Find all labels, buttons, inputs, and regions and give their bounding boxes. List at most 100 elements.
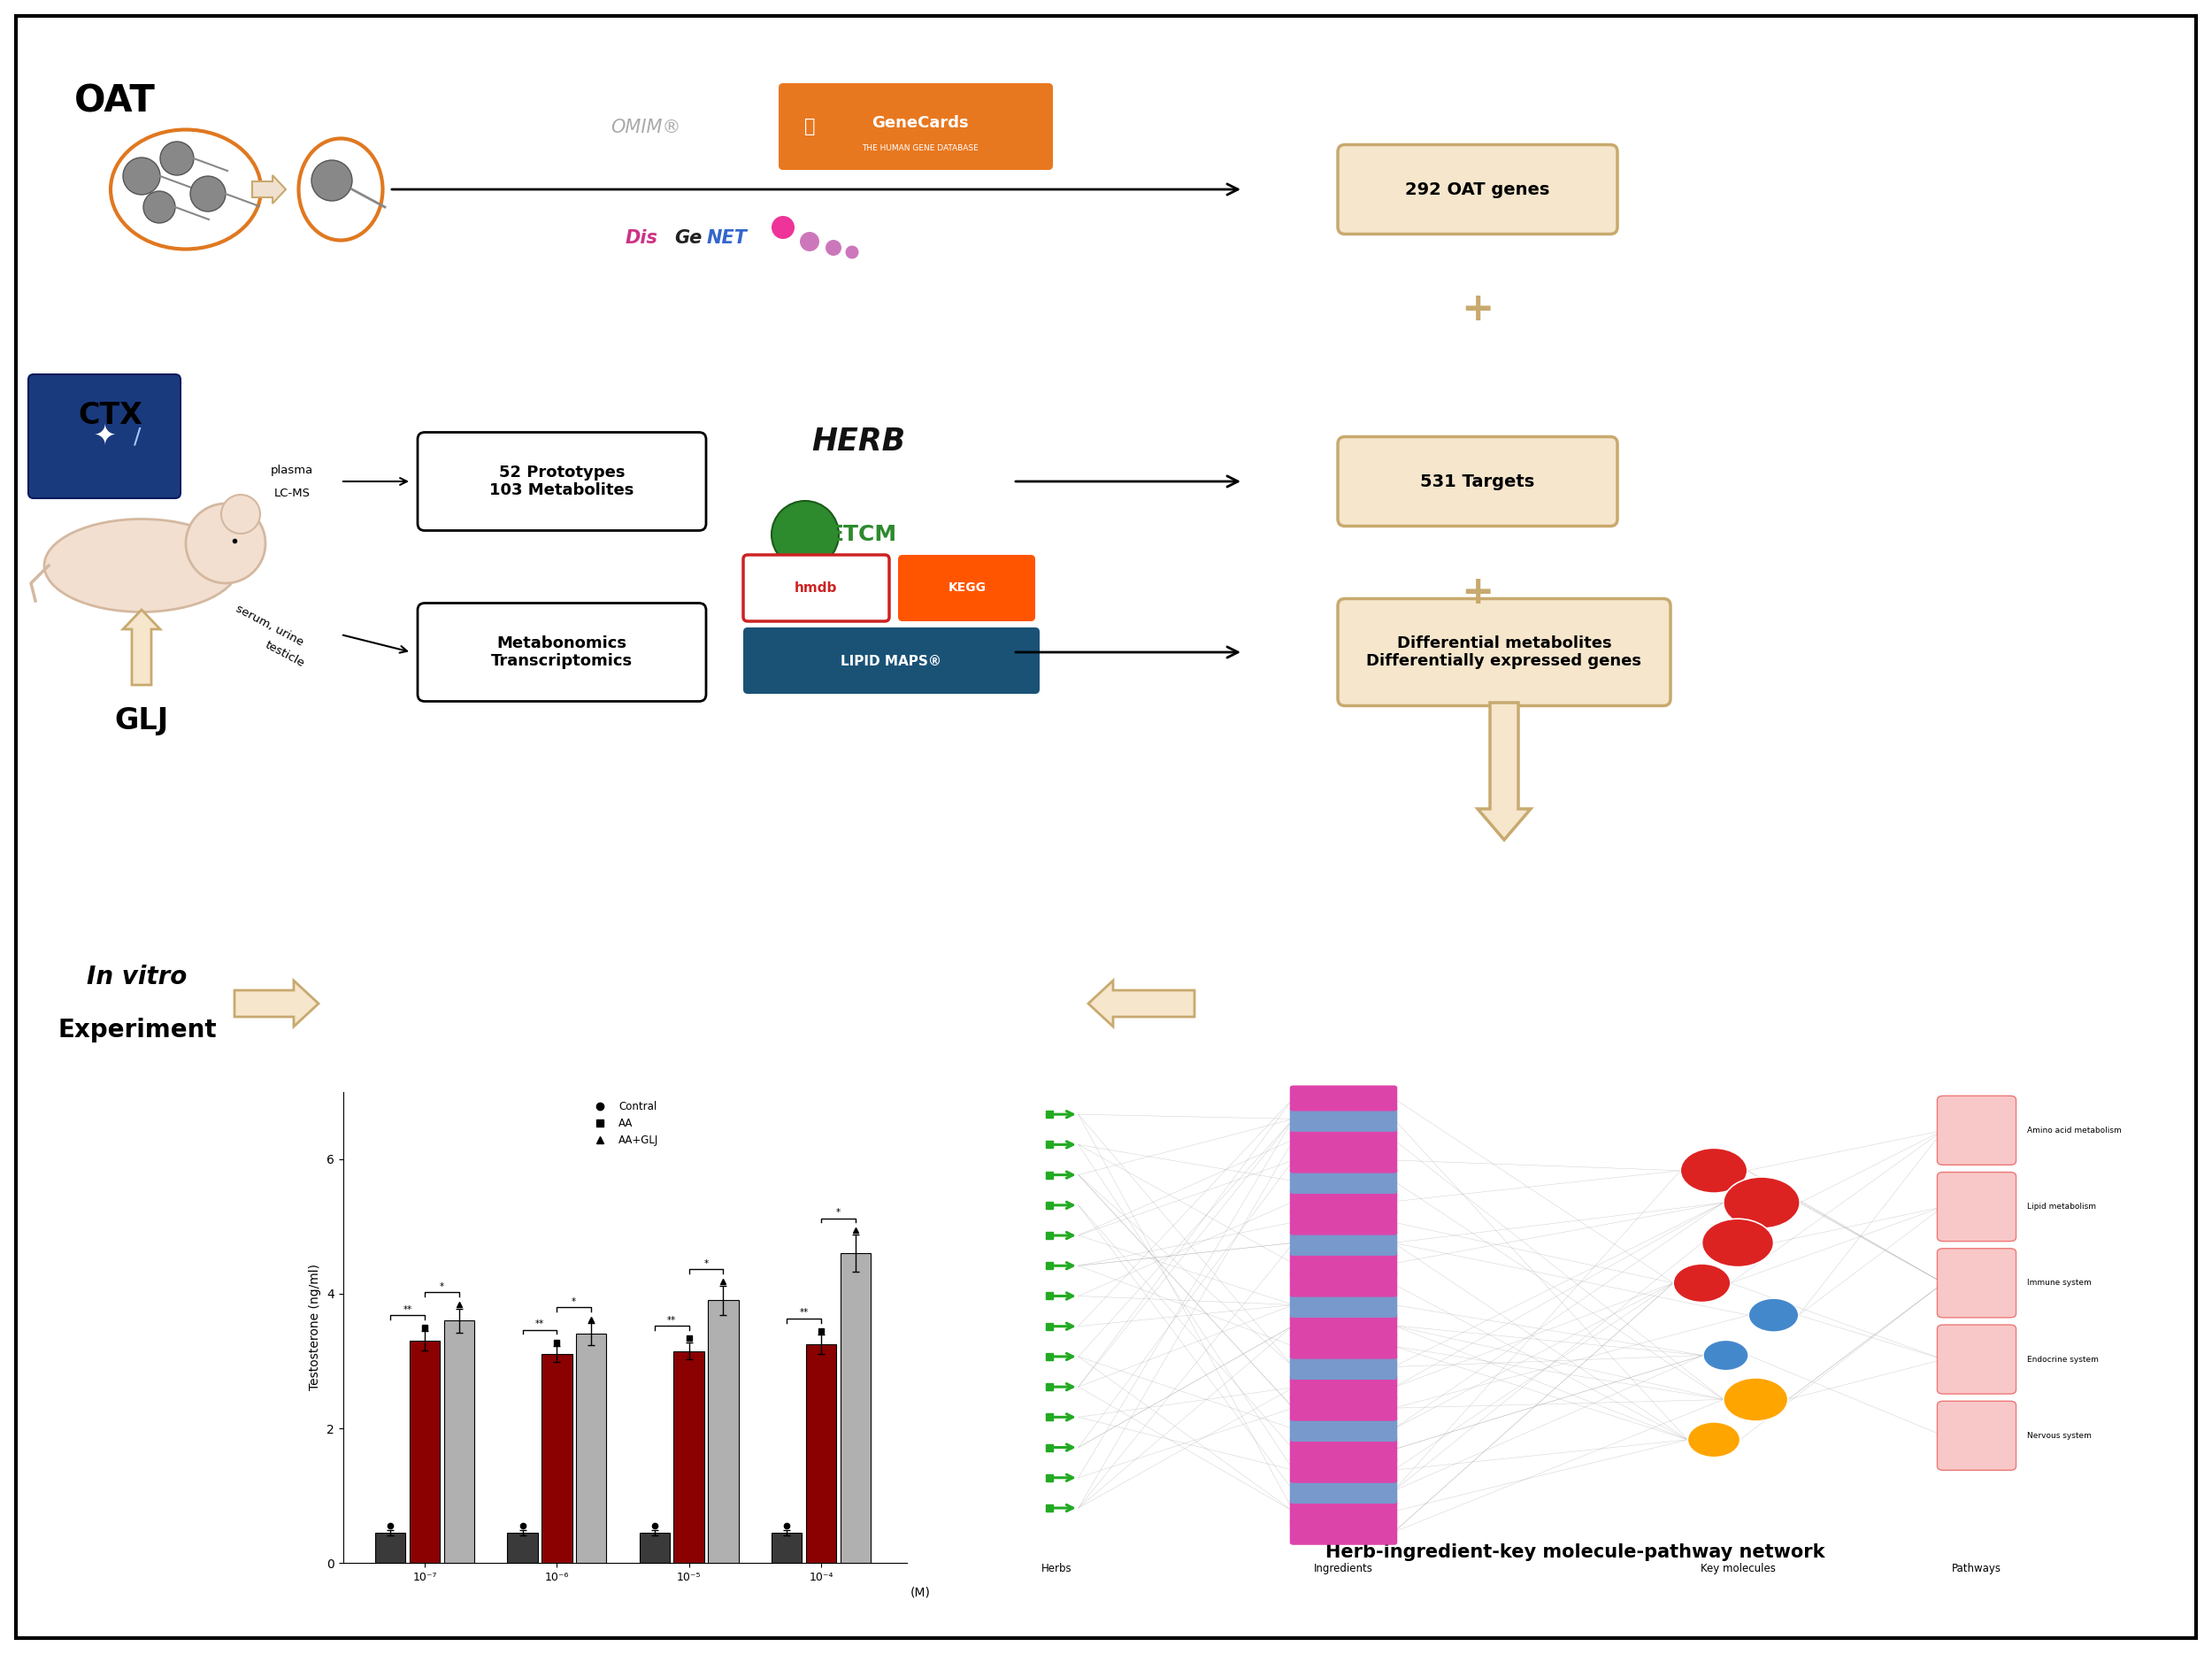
- Circle shape: [1723, 1178, 1801, 1229]
- Circle shape: [801, 232, 818, 251]
- Bar: [708, 1300, 739, 1563]
- FancyBboxPatch shape: [1290, 1272, 1398, 1297]
- Text: *: *: [836, 1207, 841, 1217]
- FancyBboxPatch shape: [1290, 1520, 1398, 1545]
- Text: LC-MS: LC-MS: [274, 488, 310, 498]
- FancyArrow shape: [1088, 981, 1194, 1027]
- Circle shape: [1681, 1148, 1747, 1193]
- FancyBboxPatch shape: [1338, 144, 1617, 235]
- FancyBboxPatch shape: [1290, 1355, 1398, 1379]
- FancyBboxPatch shape: [1290, 1148, 1398, 1173]
- FancyBboxPatch shape: [1338, 437, 1617, 526]
- Text: Lipid metabolism: Lipid metabolism: [2026, 1202, 2095, 1211]
- Circle shape: [1723, 1378, 1787, 1421]
- Text: (M): (M): [909, 1586, 931, 1599]
- Circle shape: [1747, 1298, 1798, 1331]
- Text: Dis: Dis: [626, 230, 657, 246]
- Text: **: **: [535, 1320, 544, 1328]
- FancyBboxPatch shape: [1290, 1396, 1398, 1421]
- Circle shape: [221, 495, 261, 534]
- Circle shape: [190, 175, 226, 212]
- FancyBboxPatch shape: [898, 554, 1035, 622]
- Circle shape: [1701, 1219, 1774, 1267]
- FancyBboxPatch shape: [1290, 1168, 1398, 1194]
- Circle shape: [1703, 1340, 1747, 1371]
- FancyBboxPatch shape: [1290, 1416, 1398, 1442]
- FancyBboxPatch shape: [1290, 1313, 1398, 1338]
- FancyArrow shape: [234, 981, 319, 1027]
- FancyBboxPatch shape: [1938, 1401, 2015, 1470]
- Text: **: **: [668, 1317, 677, 1325]
- FancyBboxPatch shape: [743, 627, 1040, 693]
- Text: OMIM®: OMIM®: [611, 119, 681, 136]
- FancyBboxPatch shape: [1290, 1189, 1398, 1214]
- Text: Herb-ingredient-key molecule-pathway network: Herb-ingredient-key molecule-pathway net…: [1325, 1543, 1825, 1561]
- Text: +: +: [1462, 289, 1493, 327]
- FancyBboxPatch shape: [1290, 1250, 1398, 1277]
- FancyBboxPatch shape: [1290, 1085, 1398, 1111]
- Text: serum, urine: serum, urine: [234, 604, 305, 648]
- Text: /: /: [133, 425, 142, 447]
- Text: 531 Targets: 531 Targets: [1420, 473, 1535, 490]
- Text: Amino acid metabolism: Amino acid metabolism: [2026, 1126, 2121, 1135]
- Bar: [805, 1345, 836, 1563]
- Text: **: **: [799, 1308, 807, 1317]
- Text: In vitro: In vitro: [86, 964, 188, 989]
- Text: plasma: plasma: [270, 465, 314, 476]
- Text: THE HUMAN GENE DATABASE: THE HUMAN GENE DATABASE: [863, 144, 978, 152]
- Ellipse shape: [44, 519, 239, 612]
- Bar: [376, 1533, 405, 1563]
- Text: Pathways: Pathways: [1951, 1563, 2002, 1575]
- Text: Differential metabolites
Differentially expressed genes: Differential metabolites Differentially …: [1367, 635, 1641, 670]
- Text: +: +: [1462, 572, 1493, 610]
- FancyBboxPatch shape: [1938, 1325, 2015, 1394]
- FancyBboxPatch shape: [1938, 1173, 2015, 1240]
- Circle shape: [124, 157, 159, 195]
- Bar: [841, 1254, 872, 1563]
- FancyBboxPatch shape: [1290, 1107, 1398, 1131]
- FancyBboxPatch shape: [29, 374, 181, 498]
- Text: Metabonomics
Transcriptomics: Metabonomics Transcriptomics: [491, 635, 633, 670]
- FancyBboxPatch shape: [1290, 1457, 1398, 1484]
- Text: CTX: CTX: [77, 400, 144, 430]
- Bar: [409, 1341, 440, 1563]
- Text: Endocrine system: Endocrine system: [2026, 1355, 2099, 1363]
- FancyBboxPatch shape: [1290, 1437, 1398, 1462]
- FancyBboxPatch shape: [1290, 1479, 1398, 1503]
- Text: Key molecules: Key molecules: [1701, 1563, 1776, 1575]
- FancyBboxPatch shape: [1938, 1249, 2015, 1318]
- Circle shape: [186, 503, 265, 584]
- FancyBboxPatch shape: [1290, 1499, 1398, 1525]
- FancyBboxPatch shape: [1290, 1333, 1398, 1360]
- Text: KEGG: KEGG: [949, 582, 987, 594]
- Bar: [675, 1351, 703, 1563]
- Text: *: *: [440, 1282, 445, 1292]
- Text: 52 Prototypes
103 Metabolites: 52 Prototypes 103 Metabolites: [489, 465, 635, 498]
- Circle shape: [845, 245, 858, 260]
- Text: OAT: OAT: [75, 83, 155, 119]
- Bar: [575, 1335, 606, 1563]
- Text: NET: NET: [708, 230, 748, 246]
- Circle shape: [825, 240, 841, 256]
- Text: ETCM: ETCM: [830, 524, 896, 546]
- FancyArrow shape: [124, 610, 159, 685]
- Circle shape: [312, 160, 352, 200]
- FancyBboxPatch shape: [418, 432, 706, 531]
- Text: *: *: [703, 1259, 708, 1269]
- Bar: [639, 1533, 670, 1563]
- Y-axis label: Testosterone (ng/ml): Testosterone (ng/ml): [310, 1264, 321, 1391]
- Circle shape: [144, 192, 175, 223]
- Text: HERB: HERB: [812, 427, 905, 457]
- Circle shape: [772, 217, 794, 238]
- FancyBboxPatch shape: [1938, 1097, 2015, 1164]
- Text: Nervous system: Nervous system: [2026, 1432, 2090, 1439]
- Text: hmdb: hmdb: [794, 581, 836, 594]
- Circle shape: [1688, 1422, 1741, 1457]
- Text: *: *: [571, 1297, 577, 1305]
- FancyBboxPatch shape: [1290, 1292, 1398, 1318]
- FancyBboxPatch shape: [1290, 1374, 1398, 1401]
- Text: Immune system: Immune system: [2026, 1279, 2090, 1287]
- Text: testicle: testicle: [263, 638, 307, 670]
- Bar: [542, 1355, 573, 1563]
- FancyArrow shape: [252, 175, 285, 203]
